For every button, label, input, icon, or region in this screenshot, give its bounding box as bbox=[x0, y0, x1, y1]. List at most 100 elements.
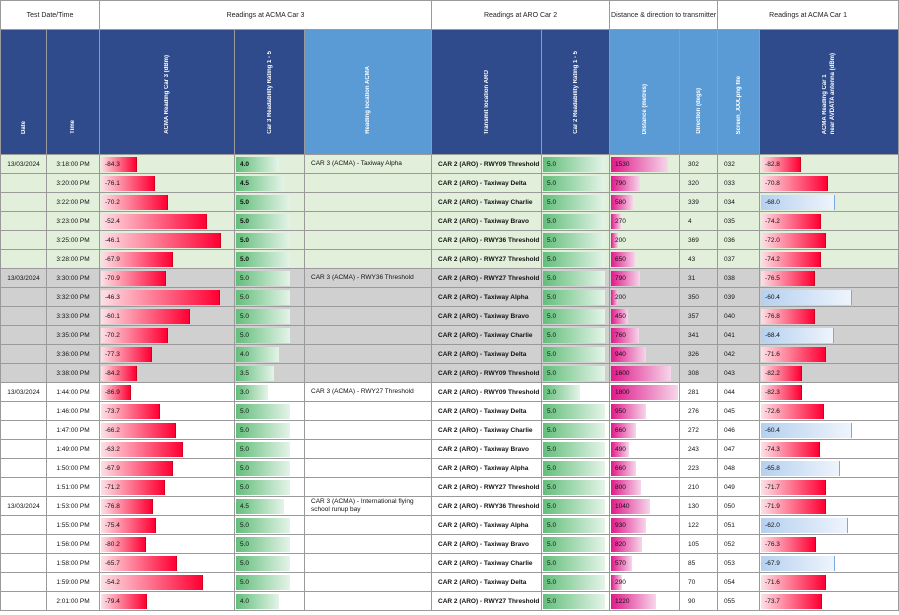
cell-date bbox=[0, 230, 47, 250]
cell-distance-fill bbox=[611, 270, 641, 286]
cell-rating3-fill bbox=[236, 289, 290, 305]
cell-acma1-value: -73.7 bbox=[765, 597, 780, 605]
cell-rating2-fill bbox=[543, 327, 605, 343]
cell-distance-value: 200 bbox=[615, 236, 626, 244]
cell-rating2: 5.0 bbox=[541, 363, 611, 383]
cell-rating3: 3.5 bbox=[234, 363, 305, 383]
cell-distance: 760 bbox=[609, 325, 681, 345]
cell-screen: 036 bbox=[717, 230, 761, 250]
table-row: 3:36:00 PM -77.3 4.0 CAR 2 (ARO) - Taxiway … bbox=[0, 344, 899, 364]
cell-distance: 800 bbox=[609, 477, 681, 497]
cell-acma1: -72.0 bbox=[759, 230, 899, 250]
cell-rating3-value: 5.0 bbox=[240, 274, 250, 282]
cell-acma1-value: -71.6 bbox=[765, 578, 780, 586]
cell-acma3-fill bbox=[101, 593, 148, 609]
cell-acma3-fill bbox=[101, 422, 177, 438]
cell-rating2-value: 5.0 bbox=[547, 445, 557, 453]
cell-acma3-value: -84.3 bbox=[105, 160, 120, 168]
cell-rating3-value: 4.5 bbox=[240, 179, 250, 187]
cell-date bbox=[0, 363, 47, 383]
cell-time: 1:50:00 PM bbox=[46, 458, 100, 478]
cell-screen: 040 bbox=[717, 306, 761, 326]
cell-loc3 bbox=[303, 534, 433, 554]
cell-time: 1:49:00 PM bbox=[46, 439, 100, 459]
cell-rating2-value: 3.0 bbox=[547, 388, 557, 396]
cell-acma3: -60.1 bbox=[99, 306, 235, 326]
cell-rating2: 5.0 bbox=[541, 325, 611, 345]
table-row: 1:46:00 PM -73.7 5.0 CAR 2 (ARO) - Taxiway … bbox=[0, 401, 899, 421]
cell-acma3-fill bbox=[101, 308, 190, 324]
cell-rating2-fill bbox=[543, 194, 605, 210]
cell-acma3-value: -75.4 bbox=[105, 521, 120, 529]
table-row: 3:28:00 PM -67.9 5.0 CAR 2 (ARO) - RWY27 Th… bbox=[0, 249, 899, 269]
cell-distance: 820 bbox=[609, 534, 681, 554]
cell-rating3: 5.0 bbox=[234, 439, 305, 459]
cell-rating3-value: 5.0 bbox=[240, 312, 250, 320]
column-header-row: Date Time ACMA Reading Car 3 (dBm) Car 3… bbox=[0, 29, 899, 155]
cell-screen: 053 bbox=[717, 553, 761, 573]
col-loc3: Reading location ACMA bbox=[303, 29, 433, 155]
cell-loc3 bbox=[303, 477, 433, 497]
cell-distance-fill bbox=[611, 555, 633, 571]
group-car3: Readings at ACMA Car 3 bbox=[98, 0, 433, 30]
cell-txloc: CAR 2 (ARO) - Taxiway Delta bbox=[431, 401, 543, 421]
cell-acma3-fill bbox=[101, 403, 160, 419]
cell-rating3-fill bbox=[236, 194, 290, 210]
cell-rating2-value: 5.0 bbox=[547, 502, 557, 510]
cell-rating3-fill bbox=[236, 213, 290, 229]
cell-distance-fill bbox=[611, 346, 647, 362]
cell-acma1-value: -71.9 bbox=[765, 502, 780, 510]
cell-acma3: -52.4 bbox=[99, 211, 235, 231]
cell-time: 3:25:00 PM bbox=[46, 230, 100, 250]
cell-direction: 341 bbox=[679, 325, 719, 345]
cell-rating2-value: 5.0 bbox=[547, 540, 557, 548]
cell-rating2: 5.0 bbox=[541, 249, 611, 269]
cell-distance-value: 1040 bbox=[615, 502, 630, 510]
cell-acma3: -84.2 bbox=[99, 363, 235, 383]
cell-direction: 281 bbox=[679, 382, 719, 402]
cell-distance-value: 940 bbox=[615, 350, 626, 358]
cell-screen: 032 bbox=[717, 154, 761, 174]
cell-acma1-value: -60.4 bbox=[765, 426, 780, 434]
cell-distance: 200 bbox=[609, 230, 681, 250]
cell-txloc: CAR 2 (ARO) - RWY36 Threshold bbox=[431, 496, 543, 516]
cell-rating2-fill bbox=[543, 498, 605, 514]
cell-rating3-value: 5.0 bbox=[240, 255, 250, 263]
cell-rating3-fill bbox=[236, 175, 285, 191]
cell-distance: 930 bbox=[609, 515, 681, 535]
cell-time: 3:28:00 PM bbox=[46, 249, 100, 269]
cell-acma1-fill bbox=[761, 384, 803, 400]
cell-direction: 223 bbox=[679, 458, 719, 478]
cell-acma1: -71.7 bbox=[759, 477, 899, 497]
cell-rating2: 5.0 bbox=[541, 344, 611, 364]
cell-rating2-fill bbox=[543, 517, 605, 533]
cell-rating2-value: 5.0 bbox=[547, 179, 557, 187]
cell-acma3: -79.4 bbox=[99, 591, 235, 611]
cell-rating2-fill bbox=[543, 308, 605, 324]
cell-direction: 369 bbox=[679, 230, 719, 250]
cell-acma1-fill bbox=[761, 251, 821, 267]
table-row: 1:59:00 PM -54.2 5.0 CAR 2 (ARO) - Taxiway … bbox=[0, 572, 899, 592]
cell-rating2-value: 5.0 bbox=[547, 464, 557, 472]
cell-rating2: 5.0 bbox=[541, 572, 611, 592]
cell-rating2: 5.0 bbox=[541, 439, 611, 459]
cell-distance-value: 1600 bbox=[615, 369, 630, 377]
cell-rating2-fill bbox=[543, 479, 605, 495]
table-row: 13/03/2024 1:44:00 PM -86.9 3.0 CAR 3 (ACMA)… bbox=[0, 382, 899, 402]
cell-rating3-value: 5.0 bbox=[240, 464, 250, 472]
cell-rating3-value: 5.0 bbox=[240, 236, 250, 244]
cell-acma1: -82.3 bbox=[759, 382, 899, 402]
cell-acma1-value: -76.5 bbox=[765, 274, 780, 282]
group-car1: Readings at ACMA Car 1 bbox=[717, 0, 899, 30]
cell-rating3-fill bbox=[236, 479, 290, 495]
cell-distance-value: 800 bbox=[615, 483, 626, 491]
cell-direction: 326 bbox=[679, 344, 719, 364]
cell-acma1-value: -60.4 bbox=[765, 293, 780, 301]
cell-rating3-fill bbox=[236, 574, 290, 590]
table-row: 1:49:00 PM -63.2 5.0 CAR 2 (ARO) - Taxiway … bbox=[0, 439, 899, 459]
cell-distance-value: 450 bbox=[615, 312, 626, 320]
cell-distance: 290 bbox=[609, 572, 681, 592]
cell-distance-fill bbox=[611, 289, 619, 305]
cell-txloc: CAR 2 (ARO) - RWY27 Threshold bbox=[431, 477, 543, 497]
cell-acma3: -80.2 bbox=[99, 534, 235, 554]
